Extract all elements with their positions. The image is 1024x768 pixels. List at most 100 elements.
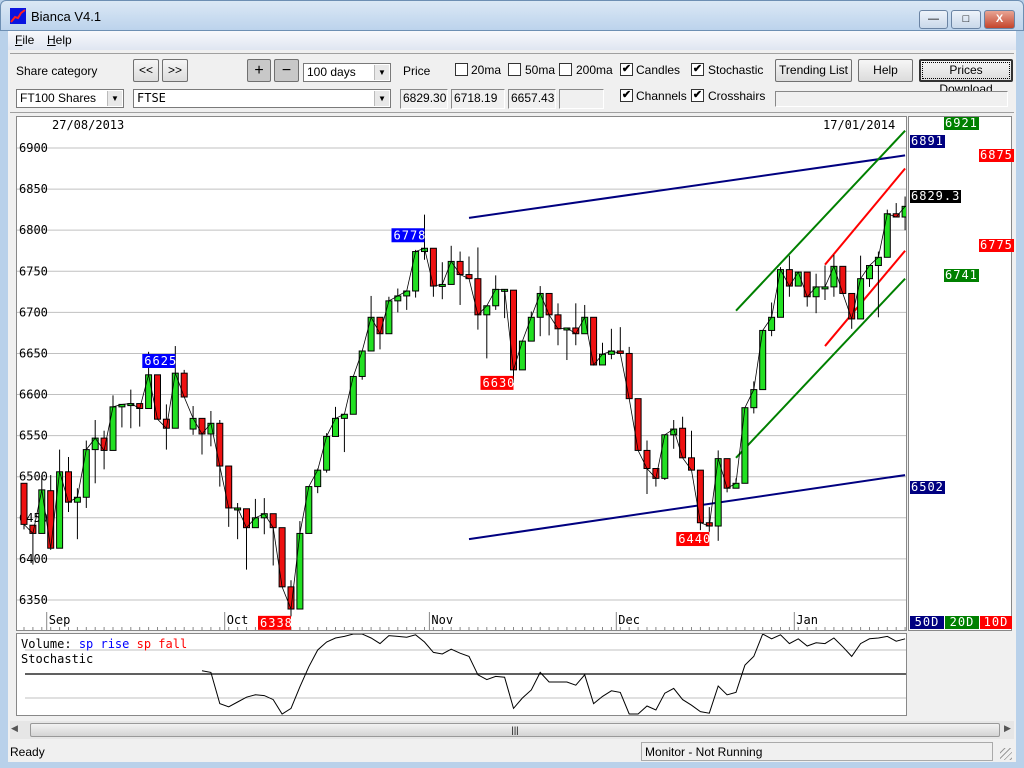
- candle-body: [38, 489, 46, 534]
- candle-body: [518, 340, 526, 371]
- candle-body: [251, 517, 259, 529]
- candle-body: [759, 329, 767, 391]
- checkbox-candles[interactable]: ✔: [620, 63, 633, 76]
- extreme-label: 6440: [678, 532, 711, 546]
- y-tick-label: 6400: [19, 552, 48, 566]
- maximize-button[interactable]: □: [951, 10, 981, 29]
- next-button[interactable]: >>: [162, 59, 188, 82]
- period-value: 100 days: [307, 65, 356, 79]
- candle-body: [145, 374, 153, 410]
- scroll-right-icon[interactable]: ▶: [1004, 723, 1011, 733]
- checkbox-crosshairs[interactable]: ✔: [691, 89, 704, 102]
- candle-body: [278, 527, 286, 588]
- checkbox-200ma[interactable]: [559, 63, 572, 76]
- candle-body: [65, 471, 72, 503]
- menu-help[interactable]: Help: [47, 33, 72, 47]
- channel-10d-upper: [824, 167, 906, 266]
- last-price-value: 6829.3: [910, 189, 962, 203]
- candle-body: [554, 314, 562, 330]
- close-button[interactable]: X: [984, 10, 1015, 29]
- extreme-label-box: [258, 615, 291, 630]
- menu-bar: [8, 31, 1016, 50]
- candle-body: [714, 458, 722, 527]
- start-date-label: 27/08/2013: [52, 118, 125, 132]
- candle-body: [358, 350, 366, 377]
- y-tick-label: 6550: [19, 429, 48, 443]
- checkbox-crosshairs-label: Crosshairs: [708, 89, 766, 103]
- chevron-down-icon: ▼: [374, 65, 389, 80]
- candle-body: [510, 289, 517, 371]
- month-label: Dec: [618, 613, 640, 627]
- candle-body: [367, 316, 375, 352]
- scroll-left-icon[interactable]: ◀: [11, 723, 18, 733]
- previous-button[interactable]: <<: [133, 59, 159, 82]
- zoom-out-button[interactable]: −: [274, 59, 299, 82]
- period-select[interactable]: 100 days ▼: [303, 63, 391, 82]
- legend-50d: 50D: [910, 616, 944, 629]
- title-bar: [0, 0, 1024, 31]
- channel-20d-lower: [735, 277, 906, 459]
- channel-20d-upper: [735, 130, 906, 312]
- extreme-label-box: [676, 532, 710, 547]
- trending-list-button[interactable]: Trending List: [775, 59, 852, 82]
- candle-body: [581, 316, 589, 335]
- candle-body: [696, 469, 704, 524]
- zoom-in-button[interactable]: +: [247, 59, 271, 82]
- status-text: Ready: [10, 745, 45, 759]
- checkbox-channels[interactable]: ✔: [620, 89, 633, 102]
- candle-body: [723, 458, 731, 489]
- y-tick-label: 6700: [19, 305, 48, 319]
- checkbox-20ma[interactable]: [455, 63, 468, 76]
- candle-body: [429, 247, 437, 287]
- checkbox-stochastic[interactable]: ✔: [691, 63, 704, 76]
- prices-download-button[interactable]: Prices Download: [919, 59, 1013, 96]
- candle-body: [314, 469, 322, 488]
- candle-body: [56, 471, 64, 549]
- candle-body: [857, 278, 865, 320]
- candle-body: [474, 278, 482, 316]
- legend-10d: 10D: [980, 616, 1012, 629]
- candle-body: [572, 327, 580, 335]
- info-box: [775, 91, 1008, 107]
- channel-10d-lower: [824, 250, 906, 347]
- menu-file[interactable]: File: [15, 33, 34, 47]
- y-tick-label: 6800: [19, 223, 48, 237]
- candle-body: [874, 256, 882, 267]
- candle-body: [866, 265, 873, 280]
- checkbox-50ma[interactable]: [508, 63, 521, 76]
- y-tick-label: 6350: [19, 593, 48, 607]
- checkbox-20ma-label: 20ma: [471, 63, 502, 77]
- candle-body: [332, 417, 339, 437]
- minimize-button[interactable]: —: [919, 10, 948, 29]
- resize-grip-icon[interactable]: [1000, 748, 1012, 760]
- candle-body: [412, 251, 420, 292]
- close-line: [23, 206, 906, 610]
- price-chart[interactable]: 6350 6400 6450 6500 6550 6600 6650 6700 6750 6800…: [16, 116, 907, 631]
- share-category-value: FT100 Shares: [20, 91, 97, 105]
- candle-body: [216, 422, 224, 467]
- candle-body: [643, 449, 651, 470]
- extreme-label-box: [391, 228, 425, 243]
- chevron-down-icon: ▼: [107, 91, 122, 106]
- help-button[interactable]: Help: [858, 59, 913, 82]
- stochastic-panel[interactable]: Volume: sp rise sp fall Stochastic: [16, 633, 907, 716]
- candle-body: [349, 375, 357, 415]
- monitor-status: Monitor - Not Running: [641, 742, 993, 761]
- scrollbar-thumb[interactable]: |||: [30, 723, 1000, 737]
- candle-body: [625, 352, 633, 400]
- candle-body: [305, 486, 313, 534]
- share-category-select[interactable]: FT100 Shares ▼: [16, 89, 124, 108]
- menu-help-mnemonic: H: [47, 33, 56, 47]
- candle-body: [679, 427, 687, 459]
- menu-help-label: elp: [55, 33, 72, 47]
- checkbox-50ma-label: 50ma: [525, 63, 556, 77]
- candle-body: [812, 286, 820, 298]
- window-title: Bianca V4.1: [31, 9, 102, 24]
- menu-file-label: ile: [22, 33, 35, 47]
- candle-body: [47, 490, 55, 549]
- channel-20d-lower-value: 6741: [944, 268, 979, 282]
- candle-body: [661, 434, 669, 479]
- candle-body: [830, 265, 838, 288]
- share-select[interactable]: FTSE ▼: [133, 89, 391, 108]
- app-logo-icon: [10, 8, 26, 24]
